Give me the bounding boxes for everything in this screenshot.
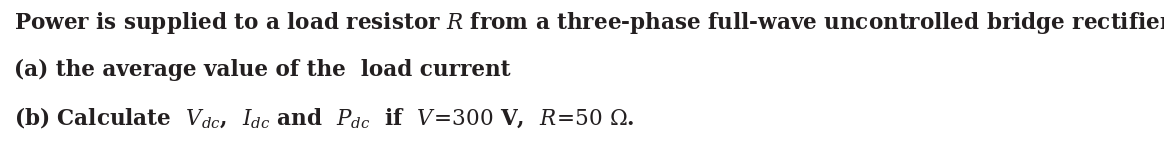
Text: (a) the average value of the  load current: (a) the average value of the load curren… xyxy=(14,59,511,81)
Text: Power is supplied to a load resistor $\mathit{R}$ from a three-phase full-wave u: Power is supplied to a load resistor $\m… xyxy=(14,10,1164,36)
Text: (b) Calculate  $\mathit{V}_{dc}$,  $\mathit{I}_{dc}$ and  $\mathit{P}_{dc}$  if : (b) Calculate $\mathit{V}_{dc}$, $\mathi… xyxy=(14,106,634,131)
